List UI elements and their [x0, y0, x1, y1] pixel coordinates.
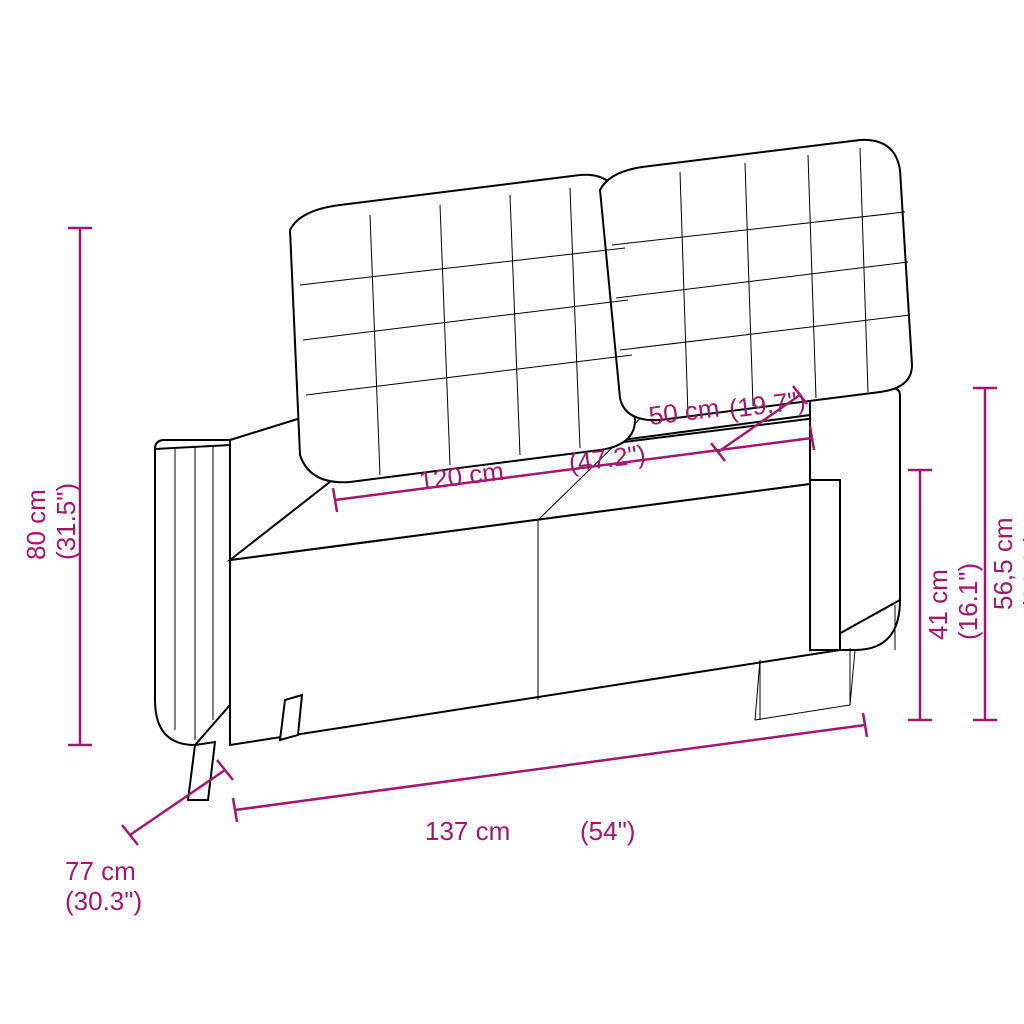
label-width-in: (54"): [580, 816, 635, 846]
label-seath-in: (16.1"): [953, 563, 983, 640]
label-height-in: (31.5"): [51, 483, 81, 560]
label-width-cm: 137 cm: [425, 816, 510, 846]
label-height-cm: 80 cm: [21, 489, 51, 560]
dim-seat-height: 41 cm (16.1"): [908, 470, 983, 720]
sofa-outline: [155, 140, 912, 800]
label-depth-in: (30.3"): [65, 886, 142, 916]
dim-overall-width: 137 cm (54"): [233, 713, 867, 846]
label-depth-cm: 77 cm: [65, 856, 136, 886]
dim-arm-height: 56,5 cm (22.2"): [973, 388, 1024, 720]
sofa-dimension-diagram: 80 cm (31.5") 77 cm (30.3") 137 cm (54")…: [0, 0, 1024, 1024]
label-seath-cm: 41 cm: [923, 569, 953, 640]
dim-overall-height: 80 cm (31.5"): [21, 228, 92, 745]
label-armh-in: (22.2"): [1018, 533, 1024, 610]
label-armh-cm: 56,5 cm: [988, 518, 1018, 611]
